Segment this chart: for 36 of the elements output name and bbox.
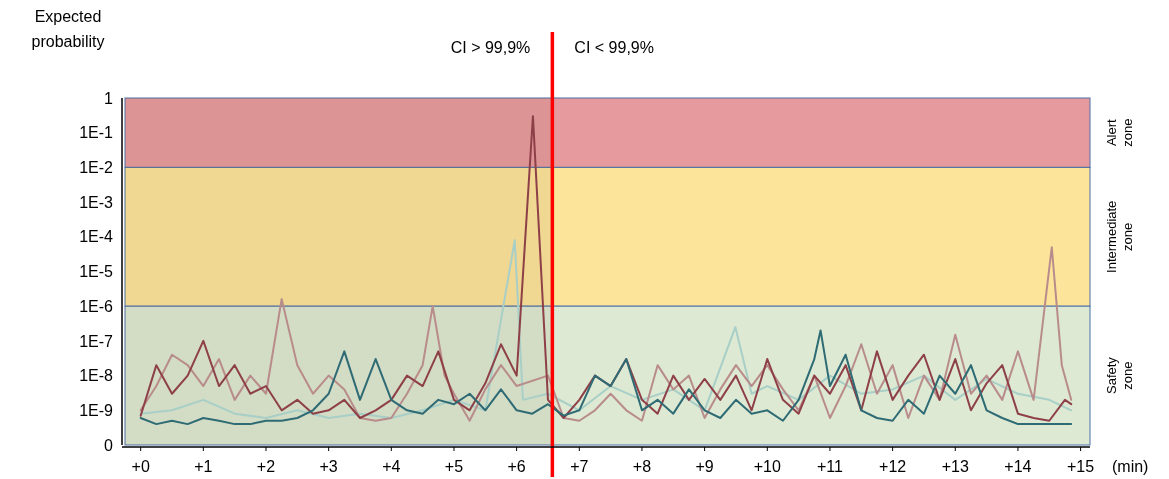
band-label: Alert zone bbox=[1104, 118, 1135, 147]
text: CI < 99,9% bbox=[574, 39, 654, 56]
x-tick-label: +4 bbox=[382, 458, 401, 475]
x-tick-label: +13 bbox=[941, 458, 969, 475]
x-tick-label: +7 bbox=[570, 458, 589, 475]
x-tick-label: +3 bbox=[319, 458, 338, 475]
y-tick-label: 1E-9 bbox=[79, 401, 114, 419]
line-series bbox=[139, 115, 1073, 422]
y-tick-label: 1E-8 bbox=[79, 367, 114, 385]
x-tick-label: +9 bbox=[695, 458, 714, 475]
y-tick-label: 1E-2 bbox=[79, 159, 114, 176]
y-tick-label: 1E-6 bbox=[79, 297, 114, 315]
x-tick-label: +2 bbox=[256, 458, 276, 475]
x-tick-label: +10 bbox=[753, 458, 781, 475]
text: CI > 99,9% bbox=[450, 39, 531, 56]
y-tick-label: 1E-3 bbox=[79, 193, 114, 211]
x-tick-label: +6 bbox=[507, 458, 526, 475]
y-axis-title: Expected probability bbox=[31, 8, 105, 50]
y-tick-label: 1E-7 bbox=[79, 332, 114, 350]
y-tick-label: 1 bbox=[104, 89, 114, 107]
x-tick-label: +11 bbox=[816, 458, 844, 475]
x-tick-label: +1 bbox=[194, 458, 213, 475]
x-tick-label: +0 bbox=[131, 458, 150, 475]
y-tick-label: 1E-4 bbox=[79, 228, 114, 246]
y-tick-label: 1E-1 bbox=[79, 124, 114, 142]
x-tick-label: +8 bbox=[632, 458, 652, 475]
x-tick-label: +5 bbox=[444, 458, 464, 475]
x-axis-title: (min) bbox=[1112, 458, 1149, 475]
x-tick-label: +15 bbox=[1067, 458, 1095, 475]
band-label: Intermediate zone bbox=[1104, 200, 1135, 273]
y-tick-label: 1E-5 bbox=[79, 263, 114, 281]
x-tick-label: +14 bbox=[1004, 458, 1032, 475]
y-tick-label: 0 bbox=[104, 436, 114, 454]
x-tick-label: +12 bbox=[879, 458, 907, 475]
line-series bbox=[139, 329, 1073, 426]
band-label: Safety zone bbox=[1104, 356, 1135, 395]
